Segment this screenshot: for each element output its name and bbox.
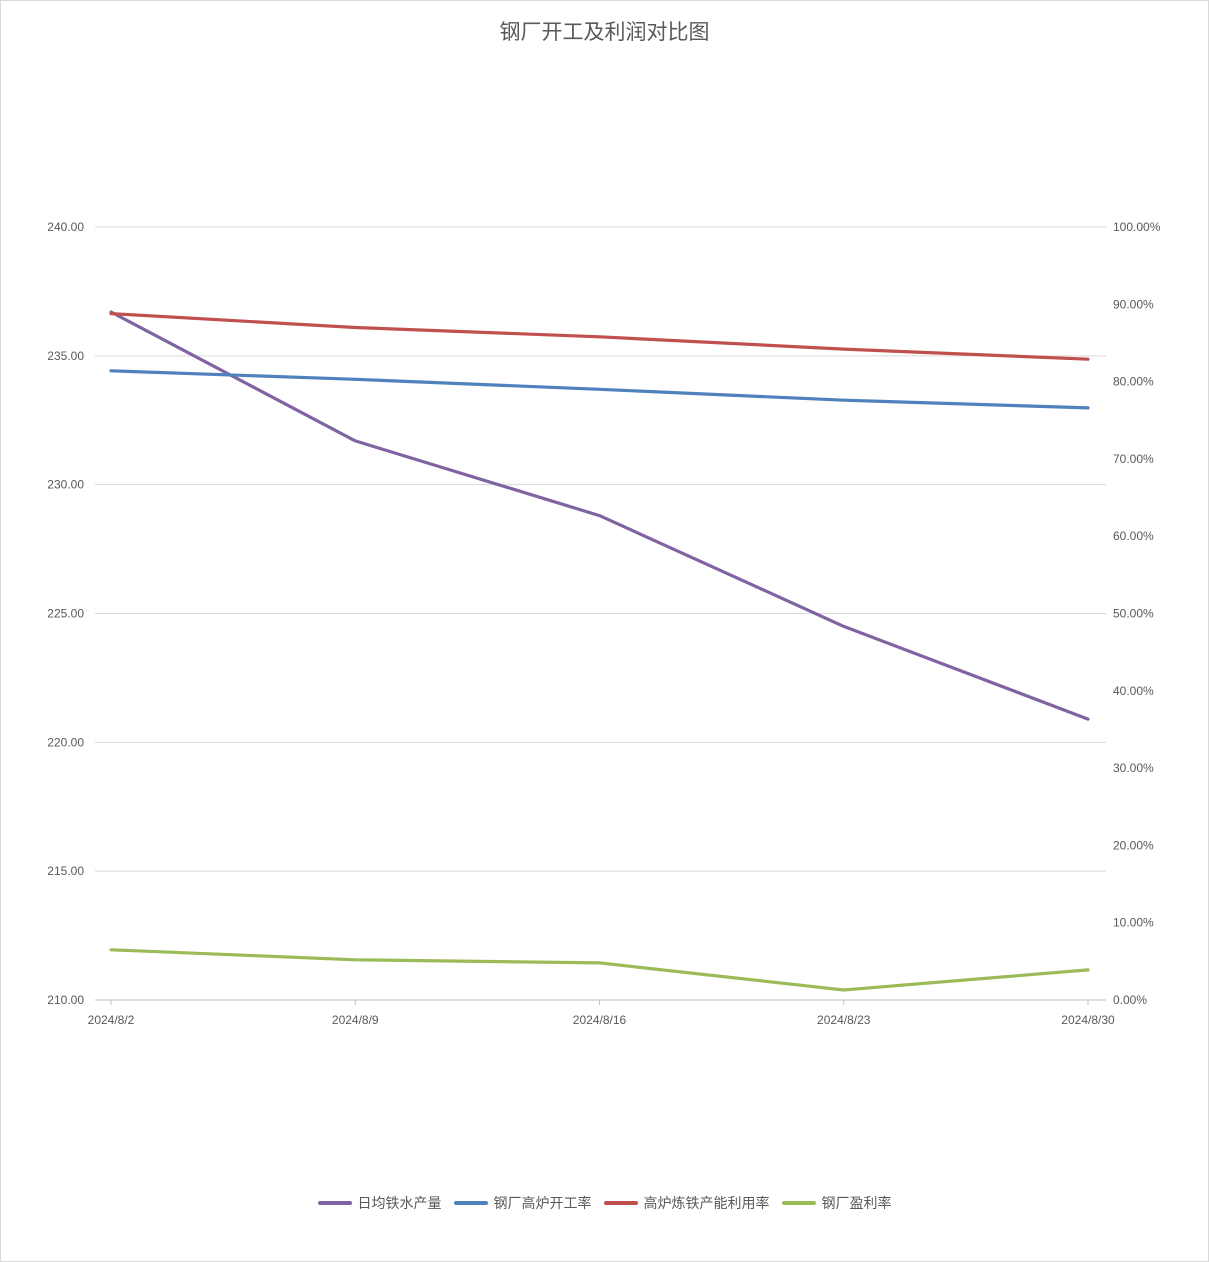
legend-label: 高炉炼铁产能利用率 xyxy=(643,1196,770,1212)
left-tick-label: 225.00 xyxy=(47,607,84,621)
gridlines xyxy=(95,226,1106,872)
right-tick-label: 30.00% xyxy=(1113,761,1154,775)
right-tick-label: 50.00% xyxy=(1113,607,1154,621)
right-tick-label: 90.00% xyxy=(1113,297,1154,311)
series-line-3 xyxy=(109,948,1090,992)
x-axis-ticks: 2024/8/2 2024/8/9 2024/8/16 2024/8/23 2024/8… xyxy=(88,1000,1115,1027)
right-tick-label: 0.00% xyxy=(1113,993,1147,1007)
legend-item: 钢厂高炉开工率 xyxy=(453,1193,592,1213)
legend-item: 钢厂盈利率 xyxy=(781,1193,892,1213)
series-line-0 xyxy=(109,310,1090,721)
chart-title: 钢厂开工及利润对比图 xyxy=(499,20,710,44)
chart-legend: 日均铁水产量 钢厂高炉开工率 高炉炼铁产能利用率 钢厂盈利率 xyxy=(0,1193,1209,1213)
right-tick-label: 20.00% xyxy=(1113,838,1154,852)
x-tick-label: 2024/8/16 xyxy=(573,1013,627,1027)
left-tick-label: 240.00 xyxy=(47,220,84,234)
right-tick-label: 70.00% xyxy=(1113,452,1154,466)
series-line-1 xyxy=(109,369,1090,410)
right-tick-label: 100.00% xyxy=(1113,220,1161,234)
right-tick-label: 10.00% xyxy=(1113,916,1154,930)
legend-label: 日均铁水产量 xyxy=(357,1196,442,1212)
x-tick-label: 2024/8/30 xyxy=(1061,1013,1115,1027)
legend-swatch xyxy=(453,1201,488,1205)
right-tick-label: 60.00% xyxy=(1113,529,1154,543)
left-tick-label: 220.00 xyxy=(47,735,84,749)
left-axis-ticks: 210.00 215.00 220.00 225.00 230.00 235.00 240.… xyxy=(47,220,84,1007)
series-lines xyxy=(109,310,1090,992)
right-axis-ticks: 0.00% 10.00% 20.00% 30.00% 40.00% 50.00% 60.00… xyxy=(1113,220,1161,1007)
left-tick-label: 235.00 xyxy=(47,349,84,363)
legend-swatch xyxy=(317,1201,352,1205)
legend-label: 钢厂盈利率 xyxy=(821,1196,892,1212)
series-line-2 xyxy=(109,312,1090,361)
x-tick-label: 2024/8/2 xyxy=(88,1013,135,1027)
x-tick-label: 2024/8/9 xyxy=(332,1013,379,1027)
left-tick-label: 230.00 xyxy=(47,478,84,492)
legend-swatch xyxy=(781,1201,816,1205)
legend-swatch xyxy=(603,1201,638,1205)
right-tick-label: 80.00% xyxy=(1113,375,1154,389)
right-tick-label: 40.00% xyxy=(1113,684,1154,698)
legend-label: 钢厂高炉开工率 xyxy=(493,1196,592,1212)
x-tick-label: 2024/8/23 xyxy=(817,1013,871,1027)
left-tick-label: 215.00 xyxy=(47,864,84,878)
legend-item: 高炉炼铁产能利用率 xyxy=(603,1193,770,1213)
left-tick-label: 210.00 xyxy=(47,993,84,1007)
legend-item: 日均铁水产量 xyxy=(317,1193,442,1213)
